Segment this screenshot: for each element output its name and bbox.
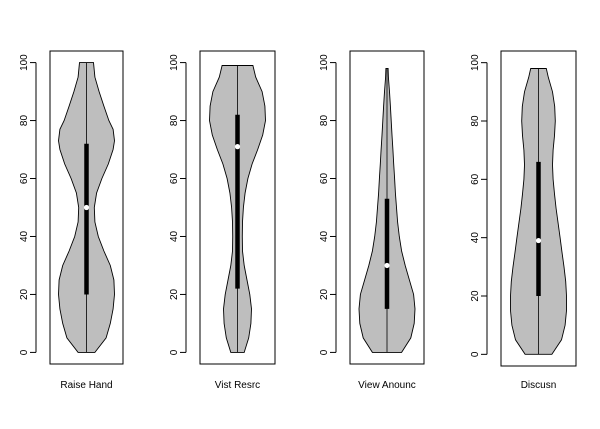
y-tick-label: 40 — [19, 230, 30, 242]
y-tick-label: 60 — [19, 173, 30, 185]
category-label: Raise Hand — [60, 380, 112, 391]
y-tick-label: 60 — [319, 173, 330, 185]
plot-frame — [500, 50, 577, 367]
y-tick-label: 80 — [19, 115, 30, 127]
y-tick-label: 20 — [169, 288, 180, 300]
y-tick-label: 0 — [319, 349, 330, 355]
y-tick-label: 80 — [319, 115, 330, 127]
y-tick-label: 20 — [319, 288, 330, 300]
y-tick-label: 40 — [470, 232, 481, 244]
violin-panel-1: 0 20 40 60 80 100 Raise Hand — [19, 50, 124, 391]
y-tick-label: 20 — [470, 290, 481, 302]
violin-panel-2: 0 20 40 60 80 100 Vist Resrc — [169, 50, 276, 391]
violin-panel-3: 0 20 40 60 80 100 View Anounc — [319, 50, 425, 391]
y-tick-label: 60 — [169, 173, 180, 185]
category-label: Vist Resrc — [215, 380, 260, 391]
y-tick-label: 100 — [470, 54, 481, 71]
median-point — [384, 262, 390, 269]
median-point — [535, 237, 542, 244]
median-point — [234, 144, 241, 150]
category-label: Discusn — [521, 380, 557, 391]
y-tick-label: 100 — [319, 54, 330, 71]
y-tick-label: 40 — [319, 230, 330, 242]
y-tick-label: 80 — [470, 115, 481, 127]
y-tick-label: 40 — [169, 230, 180, 242]
violin-panel-4: 0 20 40 60 80 100 Discusn — [470, 50, 577, 391]
plot-frame — [49, 50, 124, 365]
y-tick-label: 0 — [19, 349, 30, 355]
y-tick-label: 0 — [169, 349, 180, 355]
y-tick-label: 0 — [470, 351, 481, 357]
y-tick-label: 100 — [19, 54, 30, 71]
y-tick-label: 20 — [19, 288, 30, 300]
plot-frame — [349, 50, 425, 365]
y-tick-label: 100 — [169, 54, 180, 71]
plot-frame — [199, 50, 276, 365]
category-label: View Anounc — [358, 380, 416, 391]
y-tick-label: 80 — [169, 115, 180, 127]
median-point — [83, 204, 90, 211]
y-tick-label: 60 — [470, 173, 481, 185]
